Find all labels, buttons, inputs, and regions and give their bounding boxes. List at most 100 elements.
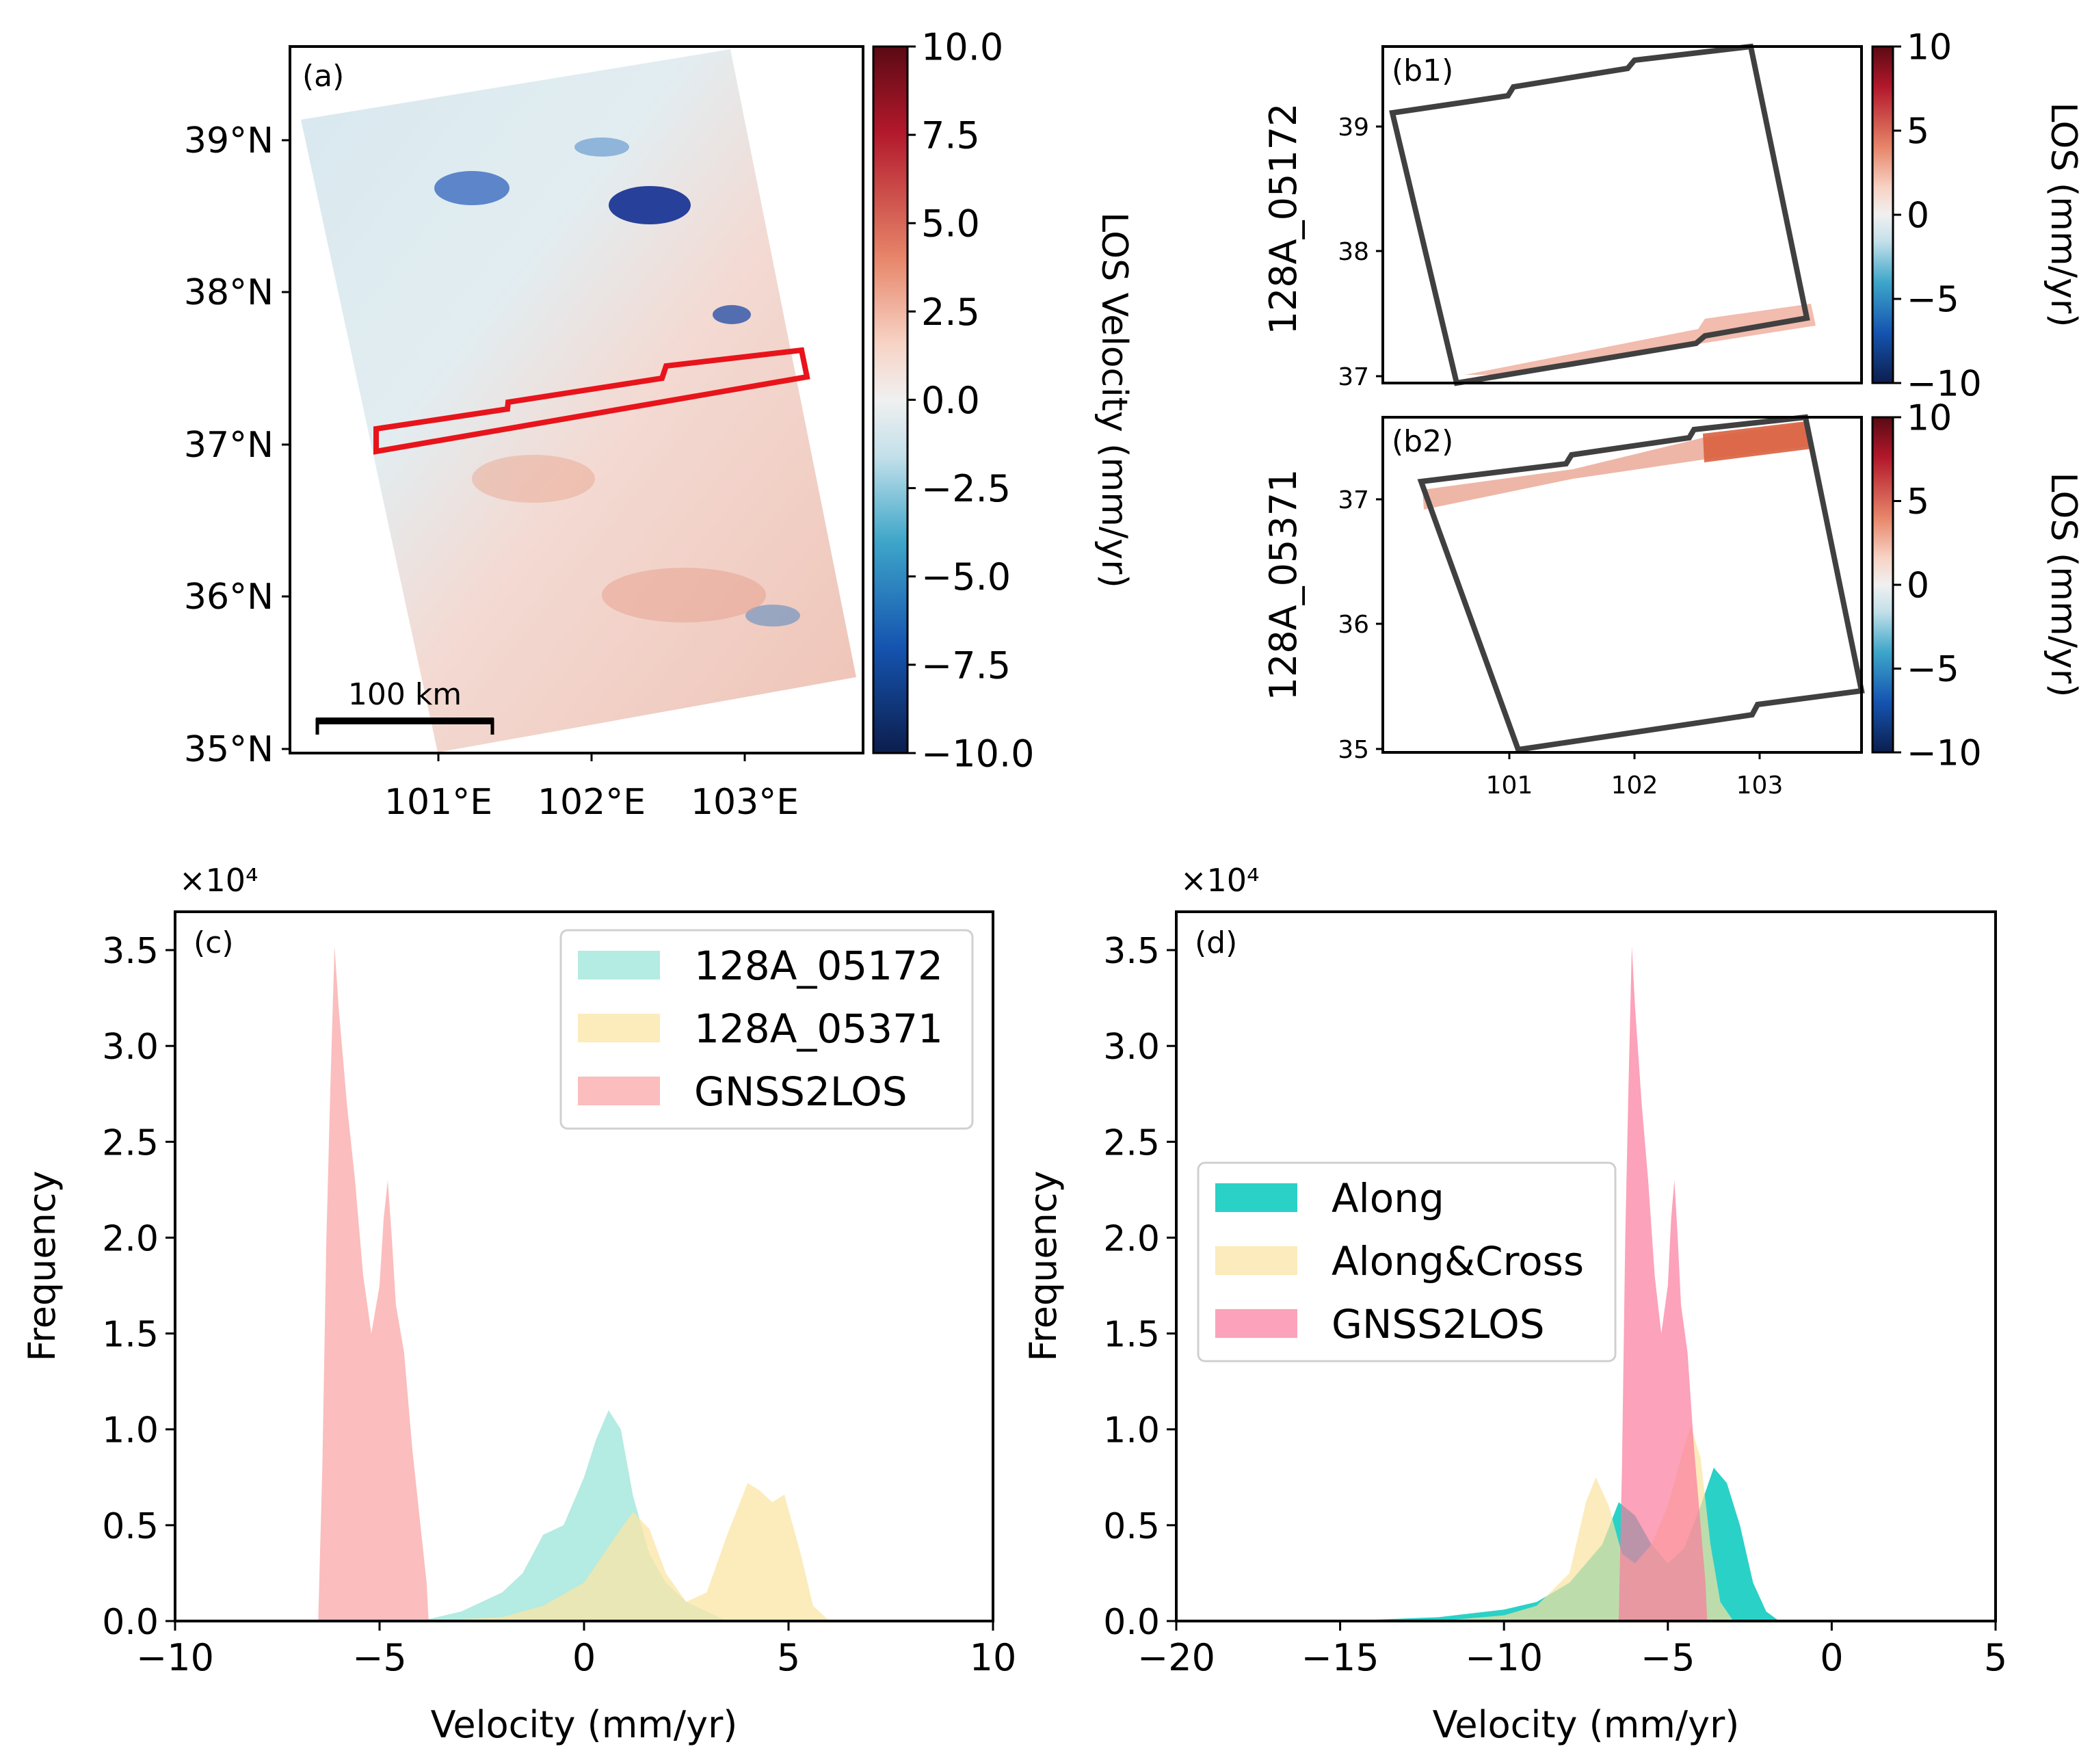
deformation-blob	[574, 137, 629, 157]
deformation-blob	[745, 605, 800, 627]
panel-a-yticks: 39°N 38°N 37°N 36°N 35°N	[184, 120, 290, 770]
legend-swatch	[1215, 1183, 1297, 1212]
colorbar-b2: 10 5 0 −5 −10 LOS (mm/yr)	[1871, 398, 2084, 774]
histogram-c-xticks: −10 −5 0 5 10	[136, 1621, 1016, 1679]
colorbar-tick-label: 0.0	[921, 379, 980, 422]
histogram-d-series	[1340, 946, 1779, 1621]
b2-data-strip-dense	[1703, 421, 1812, 462]
ytick-label: 3.0	[1103, 1027, 1160, 1068]
deformation-blob	[609, 186, 691, 224]
colorbar-tick-label: 2.5	[921, 291, 980, 334]
b1-data-strip	[1465, 304, 1816, 375]
histogram-d: −20 −15 −10 −5 0 5 0.0 0.5 1.0 1.5 2.0 2.5 3.0 3.5 (…	[1022, 862, 2007, 1746]
histogram-d-xlabel: Velocity (mm/yr)	[1433, 1703, 1740, 1746]
b2-ylabel: 128A_05371	[1262, 469, 1305, 701]
ytick-label: 2.0	[102, 1218, 159, 1259]
colorbar-tick-label: −10	[1907, 733, 1982, 774]
histogram-c-series	[318, 946, 830, 1621]
legend-label: GNSS2LOS	[1332, 1301, 1545, 1347]
xtick-label: 5	[1984, 1636, 2007, 1679]
ytick-label: 39°N	[184, 120, 274, 161]
colorbar-b1-gradient	[1871, 45, 1894, 384]
ytick-label: 39	[1338, 114, 1369, 142]
ytick-label: 3.5	[102, 931, 159, 972]
xtick-label: −5	[352, 1636, 407, 1679]
xtick-label: 102	[1611, 772, 1658, 800]
colorbar-tick-label: −5.0	[921, 555, 1011, 598]
legend-swatch	[578, 1077, 660, 1105]
ytick-label: 37	[1338, 486, 1369, 514]
colorbar-tick-label: −7.5	[921, 644, 1011, 687]
uplift-blob	[472, 455, 595, 503]
panel-b2-frame	[1381, 416, 1863, 754]
b1-ylabel: 128A_05172	[1262, 103, 1305, 335]
panel-b1: (b1) 39 38 37 128A_05172 10 5 0 −5 −10 LOS (…	[1262, 27, 2084, 405]
colorbar-a-title: LOS Velocity (mm/yr)	[1094, 212, 1135, 588]
colorbar-b2-ticks: 10 5 0 −5 −10	[1893, 398, 1982, 774]
xtick-label: 101°E	[384, 782, 492, 823]
colorbar-b2-gradient	[1871, 416, 1894, 754]
panel-b2: (b2) 37 36 35 101 102 103 128A_05371 10 5…	[1262, 398, 2084, 800]
histogram-c-ylabel: Frequency	[21, 1171, 64, 1362]
ytick-label: 38°N	[184, 272, 274, 313]
colorbar-b1-ticks: 10 5 0 −5 −10	[1893, 27, 1982, 405]
histogram-series-128a-05371	[420, 1483, 830, 1621]
legend-label: 128A_05371	[694, 1005, 943, 1052]
xtick-label: 0	[572, 1636, 596, 1679]
xtick-label: 0	[1820, 1636, 1843, 1679]
ytick-label: 35°N	[184, 729, 274, 770]
colorbar-tick-label: 0	[1907, 196, 1929, 237]
histogram-d-frame	[1175, 910, 1997, 1622]
ytick-label: 3.0	[102, 1027, 159, 1068]
histogram-c-multiplier: ×10⁴	[179, 862, 259, 899]
xtick-label: −15	[1301, 1636, 1379, 1679]
legend-label: Along	[1332, 1175, 1444, 1222]
colorbar-a-gradient	[872, 45, 909, 754]
xtick-label: 101	[1486, 772, 1533, 800]
ytick-label: 1.5	[1103, 1315, 1160, 1356]
colorbar-tick-label: −10.0	[921, 732, 1034, 775]
panel-a-frame	[289, 45, 864, 754]
colorbar-tick-label: 0	[1907, 566, 1929, 607]
colorbar-tick-label: 5.0	[921, 202, 980, 246]
ytick-label: 2.5	[102, 1122, 159, 1163]
ytick-label: 37	[1338, 363, 1369, 391]
panel-b1-yticks: 39 38 37	[1338, 114, 1383, 391]
legend-box	[559, 929, 974, 1130]
panel-b1-label: (b1)	[1392, 53, 1453, 88]
xtick-label: 102°E	[538, 782, 646, 823]
legend-label: Along&Cross	[1332, 1238, 1584, 1285]
colorbar-tick-label: −10	[1907, 364, 1982, 405]
xtick-label: −5	[1641, 1636, 1695, 1679]
histogram-d-multiplier: ×10⁴	[1180, 862, 1260, 899]
histogram-d-ylabel: Frequency	[1022, 1171, 1065, 1362]
colorbar-b1-title: LOS (mm/yr)	[2043, 102, 2084, 327]
legend-label: GNSS2LOS	[694, 1068, 908, 1115]
xtick-label: 10	[970, 1636, 1017, 1679]
colorbar-tick-label: −2.5	[921, 467, 1011, 510]
ytick-label: 0.0	[1103, 1602, 1160, 1643]
highlight-polygon	[373, 347, 810, 455]
histogram-c-xlabel: Velocity (mm/yr)	[431, 1703, 738, 1746]
colorbar-tick-label: 10.0	[921, 25, 1003, 68]
legend-box	[1197, 1161, 1617, 1363]
legend-swatch	[578, 1014, 660, 1042]
legend-swatch	[1215, 1246, 1297, 1275]
xtick-label: −10	[1465, 1636, 1543, 1679]
xtick-label: 103°E	[691, 782, 799, 823]
ytick-label: 2.0	[1103, 1218, 1160, 1259]
colorbar-tick-label: 5	[1907, 111, 1929, 153]
panel-b1-frame	[1381, 45, 1863, 384]
ytick-label: 36°N	[184, 577, 274, 618]
colorbar-tick-label: 7.5	[921, 114, 980, 157]
colorbar-a: 10.0 7.5 5.0 2.5 0.0 −2.5 −5.0 −7.5 −10.0 LOS Ve…	[872, 25, 1135, 775]
histogram-series-gnss2los	[1618, 946, 1708, 1621]
ytick-label: 2.5	[1103, 1122, 1160, 1163]
panel-a-xticks: 101°E 102°E 103°E	[384, 753, 799, 823]
histogram-c-yticks: 0.0 0.5 1.0 1.5 2.0 2.5 3.0 3.5	[102, 931, 175, 1643]
scale-bar-label: 100 km	[348, 677, 462, 712]
colorbar-tick-label: −5	[1907, 649, 1959, 690]
ytick-label: 3.5	[1103, 931, 1160, 972]
xtick-label: −20	[1137, 1636, 1215, 1679]
